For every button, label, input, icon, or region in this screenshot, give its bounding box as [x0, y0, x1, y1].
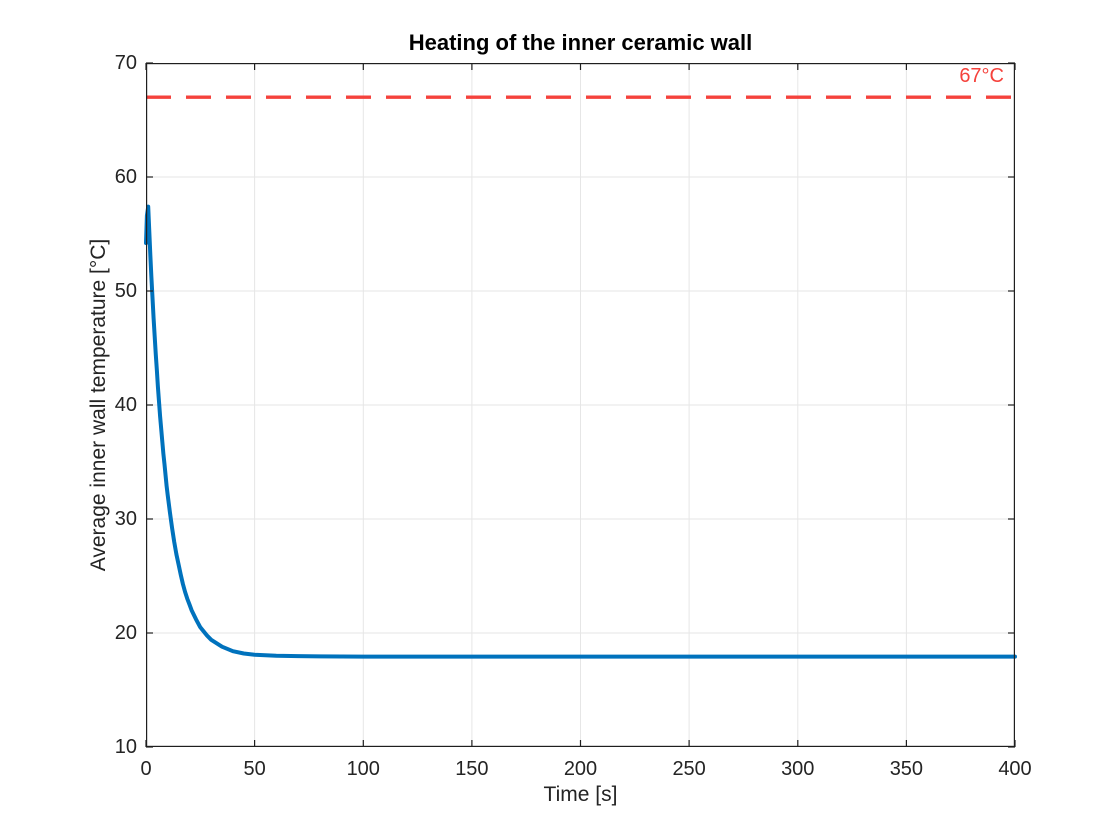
x-tick-label: 50 [243, 758, 266, 780]
chart-title: Heating of the inner ceramic wall [408, 30, 753, 55]
x-axis-label: Time [s] [543, 783, 618, 806]
y-tick-label: 50 [114, 280, 137, 302]
y-tick-label: 60 [114, 166, 137, 188]
x-tick-label: 200 [563, 758, 598, 780]
x-tick-label: 350 [889, 758, 924, 780]
plot-area [144, 62, 1017, 748]
x-tick-label: 400 [998, 758, 1032, 780]
x-tick-label: 300 [781, 758, 815, 780]
x-tick-label: 0 [140, 758, 152, 780]
y-tick-label: 30 [114, 508, 137, 530]
x-tick-label: 250 [672, 758, 706, 780]
y-tick-label: 40 [114, 394, 137, 416]
plot-canvas [144, 62, 1017, 748]
x-tick-label: 100 [346, 758, 380, 780]
y-tick-label: 20 [114, 622, 137, 644]
y-tick-label: 10 [114, 736, 137, 758]
y-tick-label: 70 [114, 52, 137, 74]
threshold-value-label: 67°C [959, 65, 1004, 87]
temperature-curve [144, 204, 1017, 659]
x-tick-label: 150 [455, 758, 489, 780]
